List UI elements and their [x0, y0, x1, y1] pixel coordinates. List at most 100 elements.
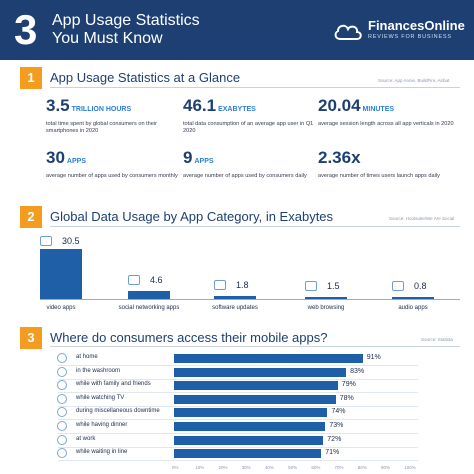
data-usage-bar	[392, 297, 434, 299]
access-value-label: 78%	[339, 394, 354, 402]
stat-value: 2.36x	[318, 148, 361, 167]
stat-card: 30 APPS average number of apps used by co…	[46, 148, 186, 180]
section3-title: Where do consumers access their mobile a…	[50, 330, 328, 345]
data-usage-category-label: video apps	[46, 305, 76, 311]
access-location-label: at work	[76, 435, 96, 442]
cloud-logo-icon	[334, 24, 362, 40]
section1-title: App Usage Statistics at a Glance	[50, 70, 241, 85]
data-usage-value-label: 4.6	[150, 275, 163, 286]
stat-value-row: 30 APPS	[46, 148, 186, 172]
stat-description: total time spent by global consumers on …	[46, 121, 158, 134]
stat-unit: MINUTES	[362, 106, 395, 113]
access-row: at work 72%	[57, 434, 398, 447]
stat-unit: EXABYTES	[218, 106, 256, 113]
stat-value: 30	[46, 148, 65, 167]
access-axis-tick: 10%	[195, 465, 205, 470]
access-value-label: 74%	[331, 408, 346, 416]
stat-value-row: 20.04 MINUTES	[318, 96, 458, 120]
access-value-label: 83%	[350, 367, 365, 375]
access-row: at home 91%	[57, 352, 398, 365]
access-row-divider	[58, 392, 418, 394]
access-location-label: while watching TV	[76, 394, 125, 401]
stat-card: 3.5 TRILLION HOURS total time spent by gl…	[46, 96, 186, 135]
header-title-line2: You Must Know	[52, 30, 163, 47]
data-usage-value-label: 1.8	[236, 280, 249, 291]
access-row-divider	[58, 446, 418, 448]
access-bar	[174, 408, 328, 418]
access-axis-tick: 40%	[264, 465, 274, 470]
access-axis-tick: 80%	[357, 465, 367, 470]
access-location-label: while having dinner	[76, 422, 128, 428]
logo-name: FinancesOnline	[368, 18, 465, 33]
data-usage-category-label: web browsing	[307, 305, 345, 311]
access-axis-tick: 90%	[381, 465, 391, 470]
stat-description: total data consumption of an average app…	[183, 121, 314, 134]
location-icon	[57, 353, 67, 363]
access-value-label: 73%	[329, 422, 344, 429]
data-usage-value-label: 30.5	[62, 236, 80, 246]
stat-value: 46.1	[183, 96, 217, 115]
update-icon	[214, 280, 226, 291]
stat-unit: APPS	[66, 158, 86, 165]
stat-value-row: 2.36x	[318, 148, 458, 172]
stat-value: 9	[183, 148, 193, 167]
data-usage-bar	[214, 296, 256, 299]
browser-icon	[305, 280, 317, 291]
stat-value-row: 3.5 TRILLION HOURS	[46, 96, 186, 120]
video-icon	[40, 236, 52, 246]
stat-description: average number of apps used by consumers…	[183, 173, 307, 179]
access-value-label: 79%	[341, 381, 356, 389]
location-icon	[57, 448, 67, 459]
access-bar	[174, 449, 322, 459]
access-axis-tick: 30%	[241, 465, 251, 470]
stat-description: average session length across all app ve…	[318, 121, 454, 127]
section2-source: Source: Hootsuite/We Are Social	[389, 216, 455, 221]
location-icon	[57, 434, 67, 445]
access-location-label: in the washroom	[76, 367, 121, 374]
access-row: while waiting in line 71%	[57, 447, 398, 460]
section2-title: Global Data Usage by App Category, in Ex…	[50, 209, 334, 224]
section1-number: 1	[20, 67, 42, 89]
access-row-divider	[58, 433, 418, 434]
access-row-divider	[58, 365, 418, 366]
stat-description: average number of apps used by consumers…	[46, 173, 178, 179]
stat-unit: TRILLION HOURS	[71, 106, 132, 113]
access-location-label: while with family and friends	[76, 381, 151, 388]
stat-unit: APPS	[194, 158, 214, 165]
data-usage-bar	[305, 296, 347, 299]
access-value-label: 91%	[366, 354, 381, 361]
section3-divider	[50, 346, 460, 347]
data-usage-value-label: 0.8	[414, 281, 427, 291]
header-banner: 3 App Usage Statistics You Must Know Fin…	[0, 0, 474, 60]
stat-value: 3.5	[46, 96, 70, 115]
access-row: in the washroom 83%	[57, 366, 398, 379]
access-row: while watching TV 78%	[57, 393, 398, 406]
stat-card: 20.04 MINUTES average session length acro…	[318, 96, 458, 128]
location-icon	[57, 421, 67, 431]
access-value-label: 71%	[325, 449, 340, 457]
access-bar	[174, 435, 324, 445]
section2-divider	[50, 226, 460, 227]
stat-value-row: 9 APPS	[183, 148, 323, 172]
section1-divider	[50, 87, 460, 88]
access-row: while with family and friends 79%	[57, 379, 398, 392]
stat-value-row: 46.1 EXABYTES	[183, 96, 323, 120]
stat-card: 2.36x average number of times users laun…	[318, 148, 458, 180]
global-data-axis	[40, 299, 460, 300]
header-title-line1: App Usage Statistics	[52, 12, 200, 29]
data-usage-category-label: audio apps	[398, 305, 428, 311]
access-row-divider	[58, 460, 418, 462]
data-usage-bar	[128, 291, 170, 299]
section3-number: 3	[20, 327, 42, 349]
stat-value: 20.04	[318, 96, 361, 115]
access-row: while having dinner 73%	[57, 420, 398, 433]
access-axis-tick: 50%	[288, 465, 298, 470]
access-axis-tick: 100%	[404, 465, 416, 470]
social-icon	[128, 275, 140, 286]
access-row-divider	[58, 405, 418, 407]
access-bar	[174, 381, 338, 391]
data-usage-bar	[40, 249, 82, 299]
access-bar	[174, 394, 336, 404]
access-location-label: during miscellaneous downtime	[76, 408, 160, 415]
location-icon	[57, 393, 67, 404]
